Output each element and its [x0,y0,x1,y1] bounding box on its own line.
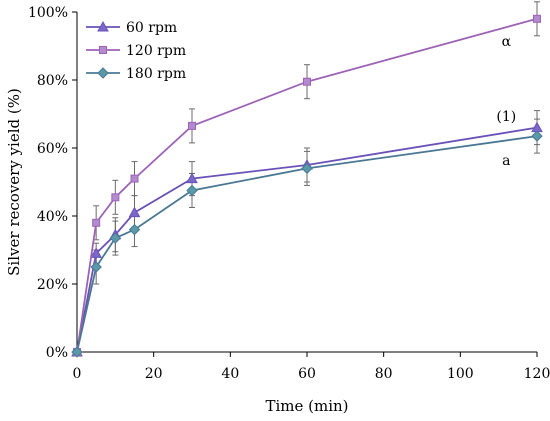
x-axis-title: Time (min) [265,397,348,415]
data-point-180-rpm [186,184,198,197]
annotations: α (1) a [496,34,516,169]
data-point-180-rpm [109,232,122,244]
data-point-180-rpm [90,261,102,273]
data-point-60-rpm [186,172,198,184]
data-point-60-rpm [90,247,103,258]
x-tick-label: 60 [298,366,316,382]
legend-label: 120 rpm [126,43,186,59]
y-axis-title: Silver recovery yield (%) [5,88,23,276]
x-tick-label: 40 [221,366,239,382]
x-tick-label: 80 [375,366,393,382]
data-point-120-rpm [188,121,196,130]
legend-label: 180 rpm [126,66,186,82]
legend-label: 60 rpm [126,20,177,36]
data-point-180-rpm [301,162,313,175]
y-tick-label: 20% [37,277,68,293]
data-point-120-rpm [111,193,120,202]
legend-swatch-marker [97,67,109,79]
annotation-label: (1) [496,109,516,125]
annotation-label: α [502,34,512,50]
data-point-180-rpm [71,346,83,358]
y-tick-label: 100% [28,5,68,21]
data-point-60-rpm [531,121,543,133]
x-tick-label: 120 [524,366,550,382]
y-tick-label: 80% [37,73,68,89]
legend-swatch-marker [99,46,107,54]
y-tick-label: 40% [37,209,68,225]
data-point-120-rpm [533,14,541,23]
data-point-180-rpm [531,130,543,142]
data-point-180-rpm [128,223,141,236]
series-layer [71,14,543,358]
x-tick-label: 20 [145,366,163,382]
legend: 60 rpm 120 rpm 180 rpm [86,20,186,82]
legend-swatch-marker [97,20,109,32]
data-point-120-rpm [130,174,139,183]
data-point-120-rpm [92,218,101,227]
axes: 0% 20% 40% 60% 80% 100% 0 20 40 60 80 100 120 Time (m… [5,5,550,415]
data-point-60-rpm [128,206,141,218]
x-tick-label: 100 [447,366,474,382]
x-tick-label: 0 [73,366,82,382]
y-tick-label: 60% [37,141,68,157]
annotation-label: a [502,153,510,169]
y-tick-label: 0% [46,345,68,361]
data-point-120-rpm [303,77,311,86]
